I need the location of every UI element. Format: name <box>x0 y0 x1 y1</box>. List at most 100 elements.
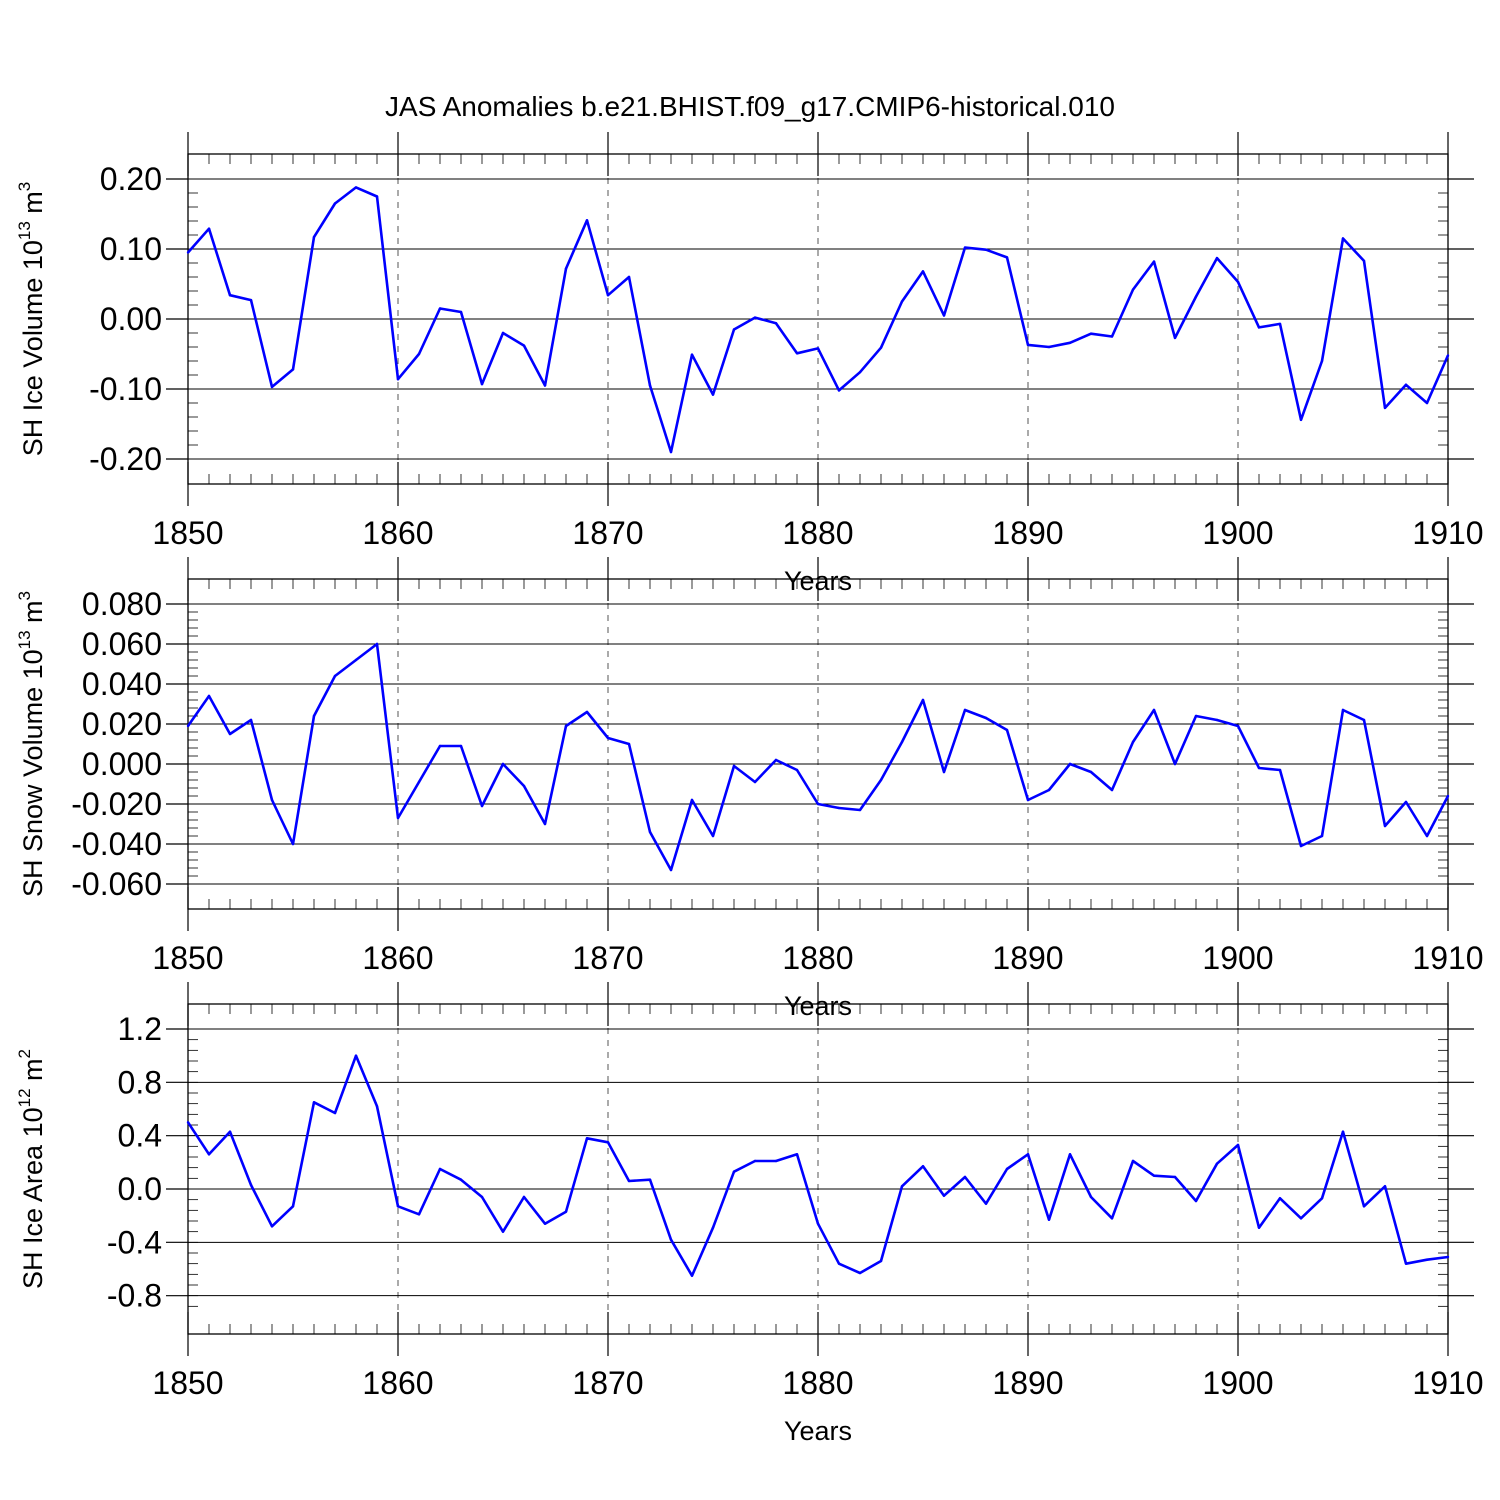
data-point <box>1278 1197 1282 1200</box>
data-point <box>1110 788 1114 792</box>
data-point <box>585 1137 589 1140</box>
y-tick-label: 0.080 <box>82 586 162 622</box>
data-point <box>816 347 820 350</box>
data-point <box>312 235 316 239</box>
data-point <box>774 1159 778 1163</box>
data-point <box>1257 326 1261 329</box>
data-point <box>1446 794 1450 798</box>
data-point <box>1047 788 1051 792</box>
data-point <box>837 389 841 392</box>
data-point <box>270 798 274 802</box>
data-point <box>1131 740 1135 744</box>
y-tick-label: -0.020 <box>71 786 162 822</box>
x-tick-label: 1900 <box>1202 515 1273 551</box>
data-point <box>564 267 568 270</box>
data-point <box>270 1225 274 1228</box>
data-point <box>942 314 946 317</box>
data-point <box>1173 1175 1177 1179</box>
data-point <box>228 1130 232 1133</box>
data-point <box>1404 383 1408 386</box>
y-label-exponent: 12 <box>15 1088 34 1107</box>
data-point <box>879 778 883 782</box>
data-point <box>921 1165 925 1168</box>
data-point <box>249 718 253 722</box>
data-point <box>438 1167 442 1171</box>
data-point <box>438 744 442 748</box>
data-point <box>1257 766 1261 770</box>
data-point <box>1131 288 1135 291</box>
data-point <box>690 798 694 802</box>
data-point <box>1446 354 1450 357</box>
data-point <box>186 1121 190 1124</box>
data-point <box>249 1183 253 1187</box>
y-label-main: SH Snow Volume 10 <box>18 649 48 897</box>
data-point <box>543 822 547 826</box>
y-tick-label: 0.20 <box>100 161 162 197</box>
data-point <box>480 1195 484 1199</box>
data-point <box>270 385 274 389</box>
data-point <box>858 808 862 812</box>
data-point <box>1320 1197 1324 1200</box>
data-point <box>1446 1255 1450 1259</box>
x-tick-label: 1900 <box>1202 940 1273 976</box>
x-tick-label: 1910 <box>1412 1365 1483 1401</box>
y-tick-label: 0.060 <box>82 626 162 662</box>
data-point <box>1383 824 1387 828</box>
data-point <box>963 246 967 249</box>
data-point <box>249 298 253 302</box>
y-tick-label: -0.060 <box>71 866 162 902</box>
data-point <box>1257 1226 1261 1229</box>
data-point <box>417 352 421 356</box>
y-tick-label: 0.020 <box>82 706 162 742</box>
data-point <box>1278 322 1282 326</box>
y-tick-label: -0.10 <box>89 371 162 407</box>
y-tick-label: 1.2 <box>118 1011 162 1047</box>
data-point <box>1068 762 1072 766</box>
data-point <box>711 834 715 838</box>
y-tick-label: -0.20 <box>89 441 162 477</box>
data-point <box>732 328 736 331</box>
data-point <box>1194 1199 1198 1203</box>
x-tick-label: 1850 <box>152 515 223 551</box>
data-point <box>1110 335 1114 338</box>
data-point <box>186 251 190 254</box>
x-tick-label: 1910 <box>1412 940 1483 976</box>
y-tick-label: 0.00 <box>100 301 162 337</box>
x-tick-label: 1880 <box>782 940 853 976</box>
data-point <box>627 1179 631 1183</box>
data-point <box>1362 1205 1366 1208</box>
data-point <box>459 744 463 748</box>
data-point <box>963 1175 967 1179</box>
data-point <box>900 740 904 744</box>
data-point <box>1005 728 1009 732</box>
data-point <box>1152 1174 1156 1177</box>
data-point <box>228 732 232 736</box>
data-point <box>1173 336 1177 340</box>
data-point <box>711 1226 715 1229</box>
y-label-unit: m <box>18 1058 48 1088</box>
data-point <box>1152 260 1156 263</box>
data-point <box>1341 1130 1345 1133</box>
panel-1: -0.20 -0.10 0.00 0.10 0.20 1850 1860 1870 1880 18… <box>15 132 1484 596</box>
data-point <box>1425 401 1429 405</box>
data-point <box>1236 1143 1240 1147</box>
data-point <box>1152 708 1156 712</box>
y-tick-label: 0.040 <box>82 666 162 702</box>
data-point <box>207 227 211 230</box>
data-point <box>816 802 820 806</box>
data-point <box>396 816 400 820</box>
data-point <box>858 1271 862 1275</box>
y-tick-label: 0.8 <box>118 1064 162 1100</box>
data-point <box>585 219 589 222</box>
data-point <box>459 310 463 314</box>
data-point <box>417 1213 421 1216</box>
data-point <box>291 368 295 371</box>
data-point <box>627 275 631 279</box>
data-point <box>858 371 862 374</box>
data-point <box>942 770 946 774</box>
data-point <box>732 764 736 768</box>
data-point <box>921 698 925 702</box>
data-point <box>333 674 337 678</box>
data-point <box>501 331 505 335</box>
